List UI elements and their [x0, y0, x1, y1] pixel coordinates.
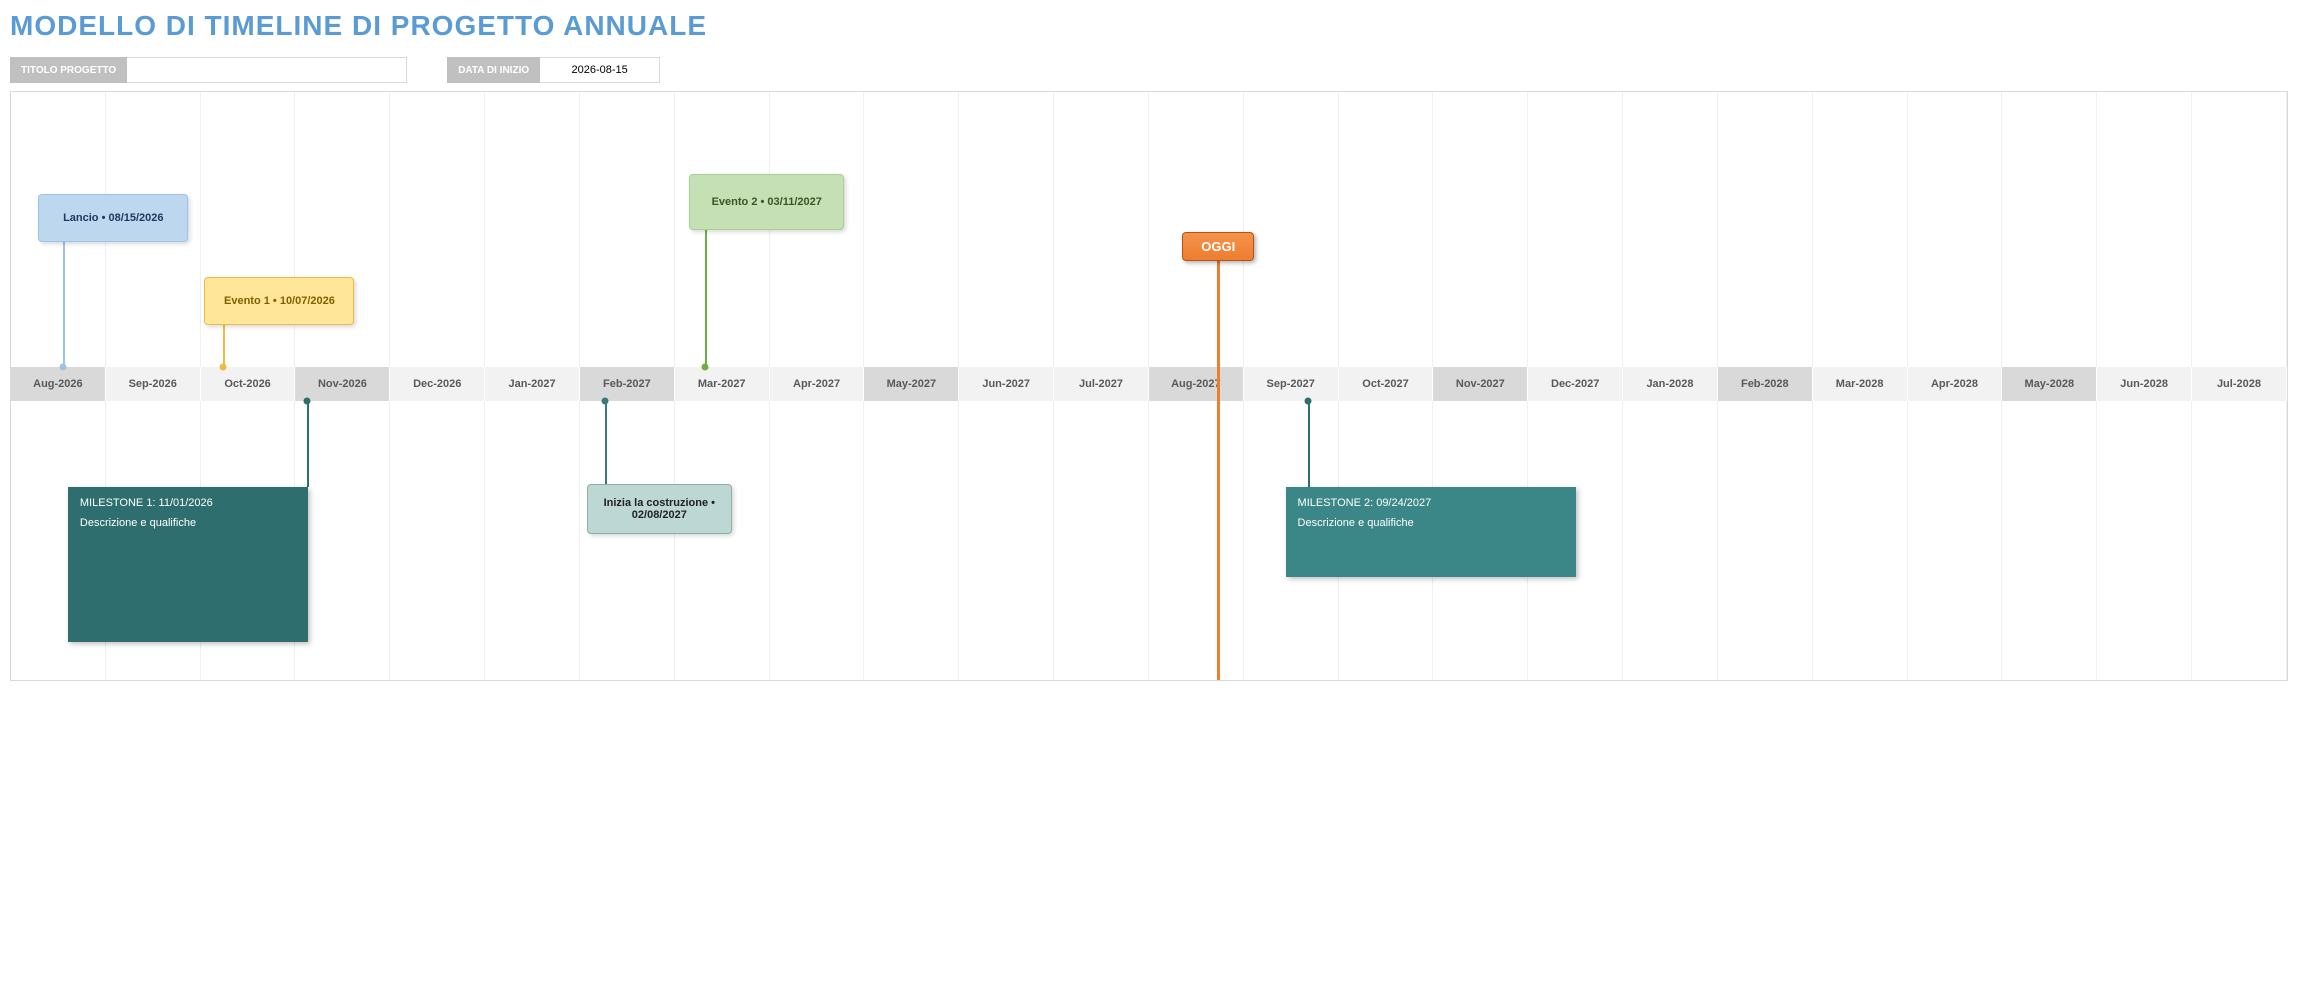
axis-month: May-2027: [864, 367, 959, 401]
axis-month: Feb-2027: [580, 367, 675, 401]
today-label: OGGI: [1182, 232, 1254, 261]
axis-month: Mar-2028: [1813, 367, 1908, 401]
project-value[interactable]: [127, 57, 407, 83]
project-label: TITOLO PROGETTO: [10, 57, 127, 83]
timeline-container: Aug-2026Sep-2026Oct-2026Nov-2026Dec-2026…: [10, 91, 2288, 681]
connector-dot: [219, 364, 226, 371]
axis-month: Dec-2027: [1528, 367, 1623, 401]
axis-month: Jan-2028: [1623, 367, 1718, 401]
milestone1[interactable]: MILESTONE 1: 11/01/2026 Descrizione e qua…: [68, 487, 308, 642]
axis-month: May-2028: [2002, 367, 2097, 401]
connector-dot: [702, 364, 709, 371]
axis-month: Dec-2026: [390, 367, 485, 401]
event-evento1[interactable]: Evento 1 • 10/07/2026: [204, 277, 354, 325]
connector-line: [705, 230, 707, 367]
axis-month: Apr-2028: [1908, 367, 2003, 401]
connector-dot: [1305, 398, 1312, 405]
event-lancio[interactable]: Lancio • 08/15/2026: [38, 194, 188, 242]
connector-line: [223, 325, 225, 367]
today-line: [1217, 260, 1220, 680]
milestone2[interactable]: MILESTONE 2: 09/24/2027 Descrizione e qua…: [1286, 487, 1576, 577]
axis-month: Oct-2027: [1339, 367, 1434, 401]
milestone-desc: Descrizione e qualifiche: [1298, 517, 1564, 529]
axis-month: Jan-2027: [485, 367, 580, 401]
connector-dot: [60, 364, 67, 371]
axis-month: Apr-2027: [770, 367, 865, 401]
page-title: MODELLO DI TIMELINE DI PROGETTO ANNUALE: [10, 10, 2288, 42]
milestone-title: MILESTONE 2: 09/24/2027: [1298, 497, 1564, 509]
milestone-desc: Descrizione e qualifiche: [80, 517, 296, 529]
connector-dot: [303, 398, 310, 405]
axis-month: Nov-2027: [1433, 367, 1528, 401]
connector-line: [63, 242, 65, 367]
event-costruzione[interactable]: Inizia la costruzione •02/08/2027: [587, 484, 732, 534]
start-date-label: DATA DI INIZIO: [447, 57, 540, 83]
connector-line: [1308, 401, 1310, 487]
axis-month: Jul-2028: [2192, 367, 2287, 401]
event-evento2[interactable]: Evento 2 • 03/11/2027: [689, 174, 844, 230]
timeline-axis: Aug-2026Sep-2026Oct-2026Nov-2026Dec-2026…: [11, 367, 2287, 401]
axis-month: Mar-2027: [675, 367, 770, 401]
axis-month: Sep-2026: [106, 367, 201, 401]
start-date-field: DATA DI INIZIO 2026-08-15: [447, 57, 660, 83]
axis-month: Aug-2027: [1149, 367, 1244, 401]
milestone-title: MILESTONE 1: 11/01/2026: [80, 497, 296, 509]
axis-month: Jun-2028: [2097, 367, 2192, 401]
start-date-value[interactable]: 2026-08-15: [540, 57, 660, 83]
axis-month: Jul-2027: [1054, 367, 1149, 401]
axis-month: Feb-2028: [1718, 367, 1813, 401]
axis-month: Sep-2027: [1244, 367, 1339, 401]
axis-month: Aug-2026: [11, 367, 106, 401]
connector-dot: [602, 398, 609, 405]
axis-month: Jun-2027: [959, 367, 1054, 401]
project-title-field: TITOLO PROGETTO: [10, 57, 407, 83]
axis-month: Oct-2026: [201, 367, 296, 401]
connector-line: [307, 401, 309, 487]
connector-line: [605, 401, 607, 484]
header-row: TITOLO PROGETTO DATA DI INIZIO 2026-08-1…: [10, 57, 2288, 83]
axis-month: Nov-2026: [295, 367, 390, 401]
